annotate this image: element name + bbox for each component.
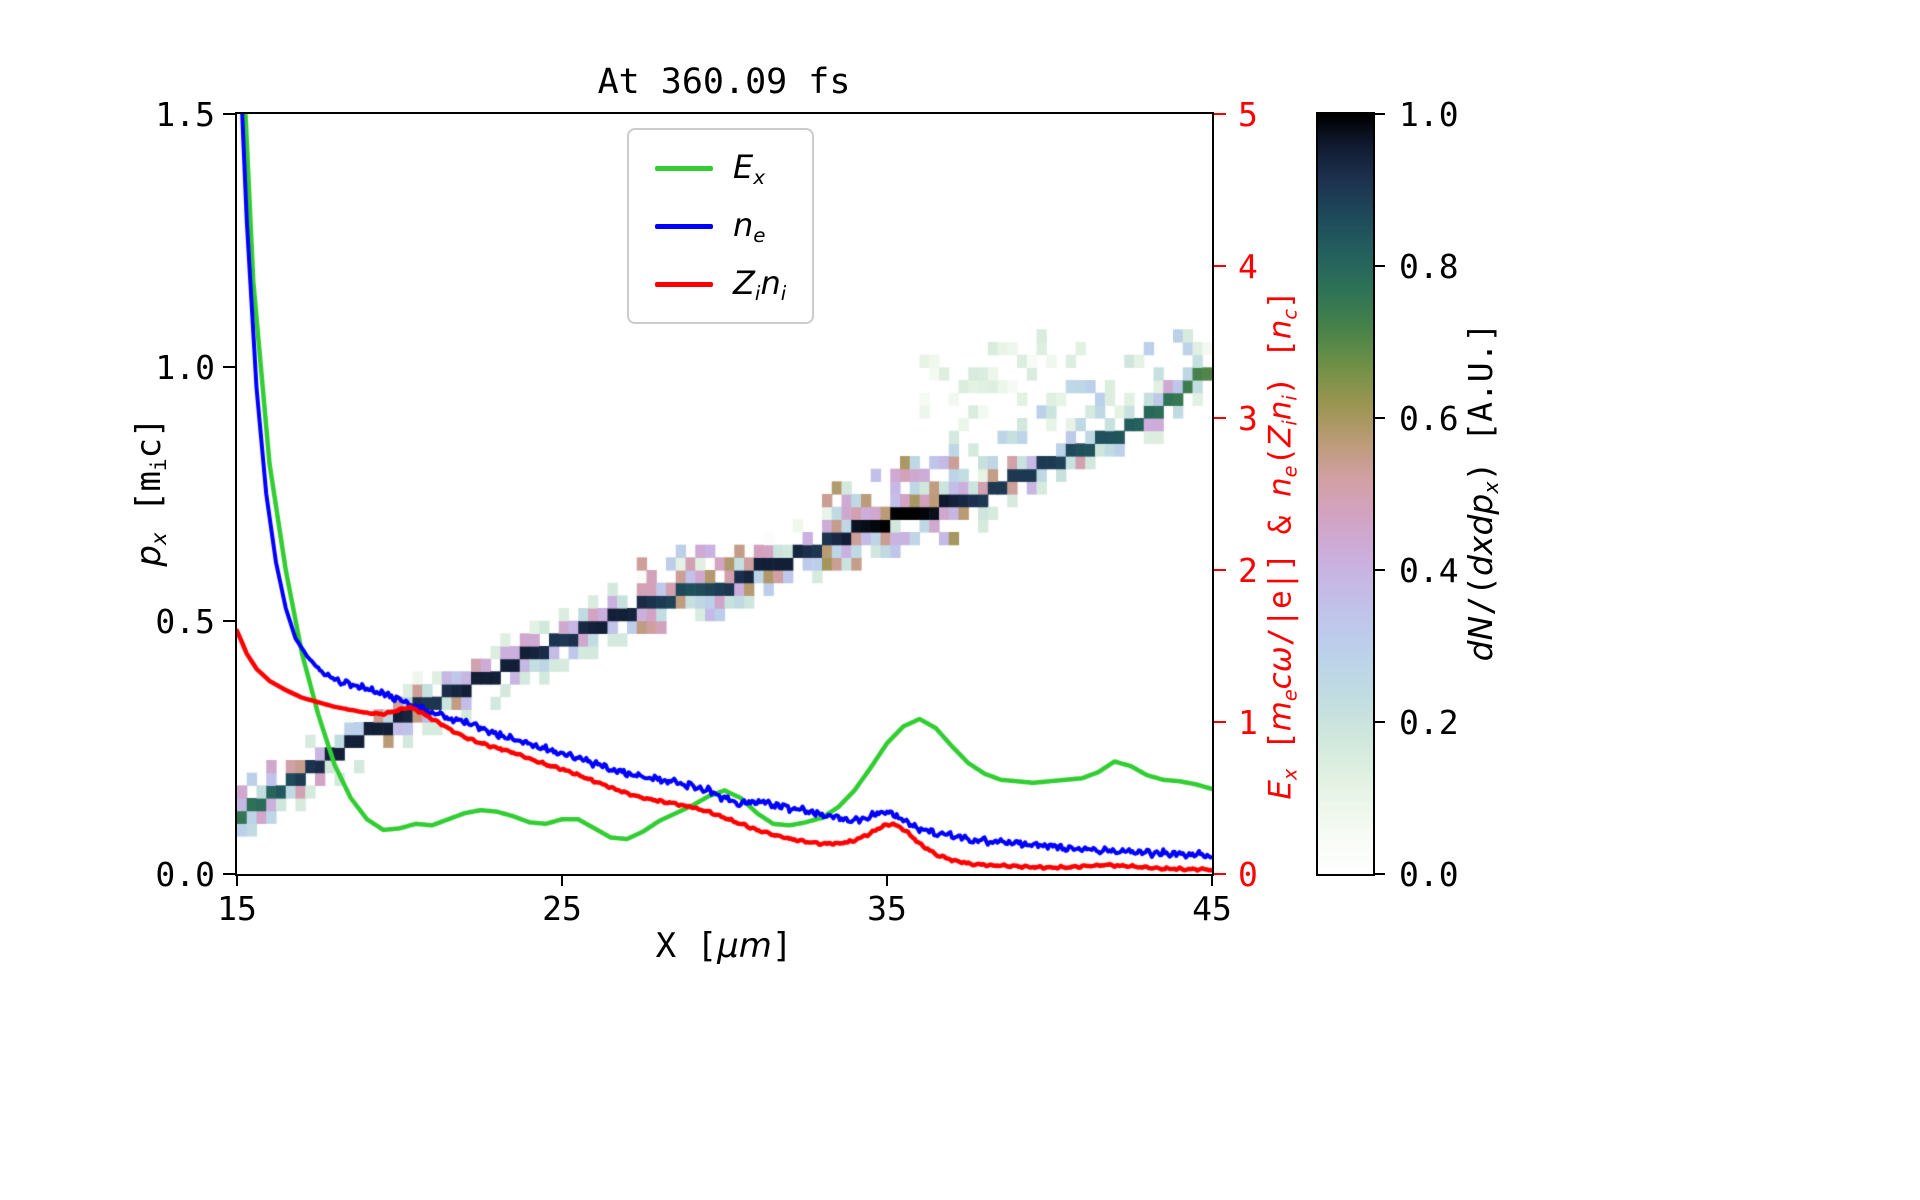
y-right-tick-label-0: 0 [1238,855,1258,894]
plot-area: Ex ne Zini [235,112,1214,876]
legend: Ex ne Zini [627,128,815,324]
y-left-tick-mark [223,366,235,369]
y-right-tick-label-1: 1 [1238,703,1258,742]
y-right-tick-mark [1214,873,1226,875]
legend-label-ne: ne [733,205,766,247]
x-tick-mark [236,874,238,886]
y-right-tick-mark [1214,569,1226,571]
legend-entry-ne: ne [655,202,786,250]
colorbar-tick-label-0.2: 0.2 [1399,703,1459,742]
y-right-tick-label-3: 3 [1238,399,1258,438]
colorbar-tick-label-0.8: 0.8 [1399,247,1459,286]
legend-line-zini [655,281,713,287]
chart-title: At 360.09 fs [597,62,851,102]
colorbar-label: dN/(dxdpx) [A.U.] [1460,322,1504,662]
x-tick-label-25: 25 [542,889,582,928]
x-axis-label: X [μm] [655,926,793,966]
y-left-tick-mark [223,113,235,115]
colorbar-tick-label-1.0: 1.0 [1399,95,1459,134]
legend-line-ex [655,165,713,171]
colorbar [1316,112,1375,876]
colorbar-tick-label-0.6: 0.6 [1399,399,1459,438]
y-left-tick-label-0.5: 0.5 [155,601,215,641]
y-right-tick-mark [1214,417,1226,419]
y-right-tick-label-2: 2 [1238,551,1258,590]
y-left-tick-mark [223,619,235,622]
y-axis-label-right: Ex [mecω/|e|] & ne(Zini) [nc] [1262,290,1302,800]
y-right-tick-label-5: 5 [1238,95,1258,134]
y-left-tick-label-1.0: 1.0 [155,348,215,388]
colorbar-tick-mark [1375,417,1385,419]
y-left-tick-mark [223,873,235,875]
colorbar-tick-label-0.0: 0.0 [1399,855,1459,894]
x-tick-label-35: 35 [867,889,907,928]
y-right-tick-mark [1214,113,1226,115]
colorbar-tick-mark [1375,113,1385,115]
y-right-tick-label-4: 4 [1238,247,1258,286]
legend-entry-ex: Ex [655,144,786,192]
legend-line-ne [655,223,713,229]
x-tick-mark [1211,874,1213,886]
x-tick-mark [886,874,888,886]
y-right-tick-mark [1214,721,1226,723]
x-tick-label-45: 45 [1192,889,1232,928]
y-axis-label-left: px [mic] [128,417,172,567]
legend-label-zini: Zini [733,263,787,305]
colorbar-tick-mark [1375,721,1385,723]
y-left-tick-label-1.5: 1.5 [155,95,215,134]
colorbar-tick-mark [1375,873,1385,875]
x-tick-label-15: 15 [217,889,257,928]
y-right-tick-mark [1214,265,1226,267]
y-left-tick-label-0.0: 0.0 [155,855,215,894]
colorbar-tick-label-0.4: 0.4 [1399,551,1459,590]
colorbar-tick-mark [1375,569,1385,571]
colorbar-tick-mark [1375,265,1385,267]
legend-entry-zini: Zini [655,260,786,308]
legend-label-ex: Ex [733,147,765,189]
x-tick-mark [561,874,563,886]
